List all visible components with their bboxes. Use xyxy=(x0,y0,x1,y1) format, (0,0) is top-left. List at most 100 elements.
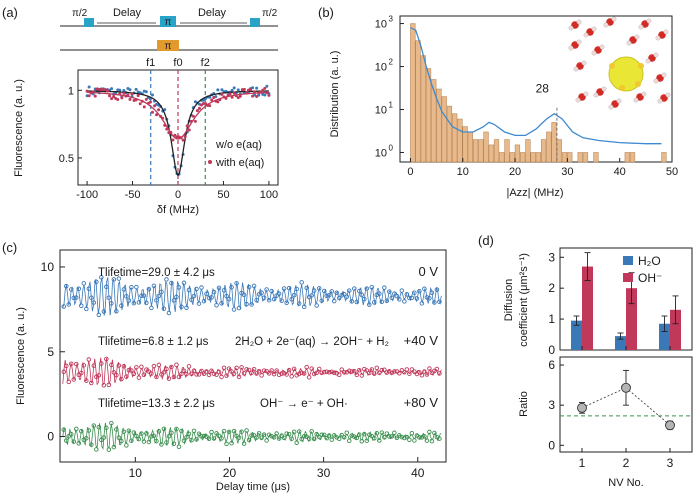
c-data-point-0 xyxy=(201,298,207,304)
d-bar-oh xyxy=(626,288,637,350)
c-data-point-0 xyxy=(397,297,402,302)
c-data-point-2 xyxy=(256,431,262,436)
c-data-point-1 xyxy=(251,366,257,372)
a-point-with-eaq xyxy=(204,102,208,106)
c-data-point-2 xyxy=(104,425,109,430)
c-data-point-0 xyxy=(126,298,132,303)
pulse-label-2: π xyxy=(165,17,172,28)
a-point-with-eaq xyxy=(128,97,132,101)
c-data-point-2 xyxy=(131,430,137,435)
d-bar-h2o xyxy=(571,320,582,350)
c-data-point-1 xyxy=(91,363,97,368)
c-data-point-2 xyxy=(69,431,74,437)
b-ytick-label: 10 xyxy=(375,19,387,31)
a-point-with-eaq xyxy=(103,88,107,92)
c-data-point-1 xyxy=(134,365,139,370)
c-data-point-1 xyxy=(271,371,277,377)
c-data-point-1 xyxy=(299,370,304,375)
c-data-point-1 xyxy=(166,376,172,381)
b-histogram-bar xyxy=(499,152,505,163)
c-data-point-0 xyxy=(246,284,252,290)
a-point-with-eaq xyxy=(142,105,146,109)
c-data-point-2 xyxy=(151,433,157,439)
xlabel-c: Delay time (μs) xyxy=(216,481,290,493)
c-data-point-2 xyxy=(404,434,410,440)
a-point-with-eaq xyxy=(187,128,191,132)
c-data-point-2 xyxy=(211,436,217,441)
c-data-point-2 xyxy=(281,435,287,441)
a-point-wo-eaq xyxy=(144,90,148,94)
c-data-point-1 xyxy=(304,364,309,370)
c-data-point-2 xyxy=(254,435,259,440)
c-data-point-1 xyxy=(246,367,252,373)
d-bottom-ytick-label: 3 xyxy=(548,398,555,412)
c-data-point-0 xyxy=(141,293,147,298)
c-data-point-1 xyxy=(81,363,87,368)
c-data-point-2 xyxy=(161,426,167,432)
pulse-pi-half-1 xyxy=(84,18,94,27)
c-data-point-2 xyxy=(144,431,149,436)
c-data-point-0 xyxy=(211,289,217,295)
c-data-point-1 xyxy=(131,371,137,377)
voltage-label-80v: +80 V xyxy=(404,395,439,410)
pulse-pi xyxy=(160,16,176,27)
c-data-point-0 xyxy=(79,303,84,309)
c-data-point-0 xyxy=(116,276,122,281)
b-xtick-label: 0 xyxy=(407,166,413,178)
c-data-point-1 xyxy=(437,371,442,376)
b-histogram-bar xyxy=(452,113,458,163)
c-data-point-1 xyxy=(164,366,169,372)
c-data-point-1 xyxy=(326,370,332,375)
c-data-point-0 xyxy=(387,289,392,294)
c-data-point-2 xyxy=(126,428,132,433)
c-data-point-1 xyxy=(231,371,237,376)
hydrogen-atom xyxy=(626,40,632,46)
c-xtick-label: 30 xyxy=(317,466,331,480)
c-data-point-1 xyxy=(221,365,227,371)
c-data-point-0 xyxy=(286,285,292,291)
c-data-point-0 xyxy=(139,293,144,299)
c-data-point-1 xyxy=(101,383,107,388)
c-data-point-0 xyxy=(427,296,432,301)
c-data-point-1 xyxy=(184,371,189,377)
hydrogen-atom xyxy=(583,91,589,97)
c-data-point-2 xyxy=(179,428,184,434)
c-data-point-1 xyxy=(291,366,297,372)
c-data-point-2 xyxy=(251,433,257,438)
b-histogram-bar xyxy=(629,152,636,163)
c-data-point-1 xyxy=(239,365,244,370)
c-data-point-1 xyxy=(279,371,284,376)
plot-frame-c xyxy=(59,249,447,463)
legend-a-entry-2: with e(aq) xyxy=(215,157,264,169)
panel-d: (d) 0 1 2 3 H₂O OH⁻ Diffusion coefficient (… xyxy=(478,233,693,489)
c-data-point-0 xyxy=(106,295,112,300)
c-data-point-0 xyxy=(319,298,324,303)
plot-area-d-top: 0 1 2 3 xyxy=(548,250,681,357)
a-point-with-eaq xyxy=(173,133,177,137)
a-point-with-eaq xyxy=(144,97,148,101)
legend-a: w/o e(aq) with e(aq) xyxy=(208,139,264,169)
c-data-point-2 xyxy=(422,434,427,439)
c-data-point-2 xyxy=(319,432,324,438)
c-data-point-2 xyxy=(306,436,312,441)
c-data-point-2 xyxy=(402,435,407,441)
c-ytick-label: 10 xyxy=(41,260,55,274)
a-point-with-eaq xyxy=(185,124,189,128)
c-data-point-1 xyxy=(236,374,242,380)
c-data-point-0 xyxy=(359,292,365,298)
c-data-point-2 xyxy=(116,435,122,440)
c-data-point-1 xyxy=(316,366,322,372)
c-data-point-0 xyxy=(271,296,277,302)
b-histogram-bar xyxy=(493,139,500,163)
a-ytick-label: 0.5 xyxy=(59,153,74,165)
hydrogen-atom xyxy=(611,16,617,22)
c-data-point-0 xyxy=(206,295,212,301)
c-data-point-1 xyxy=(261,368,267,373)
c-data-point-1 xyxy=(86,357,92,362)
molecular-snapshot-inset xyxy=(566,16,671,110)
c-data-point-1 xyxy=(186,364,192,369)
c-data-point-1 xyxy=(419,373,425,378)
b-histogram-bar xyxy=(441,96,447,163)
plot-area-a: -100 -50 0 50 100 0.5 1 f1 f0 f2 xyxy=(59,57,278,201)
a-point-with-eaq xyxy=(87,94,91,98)
